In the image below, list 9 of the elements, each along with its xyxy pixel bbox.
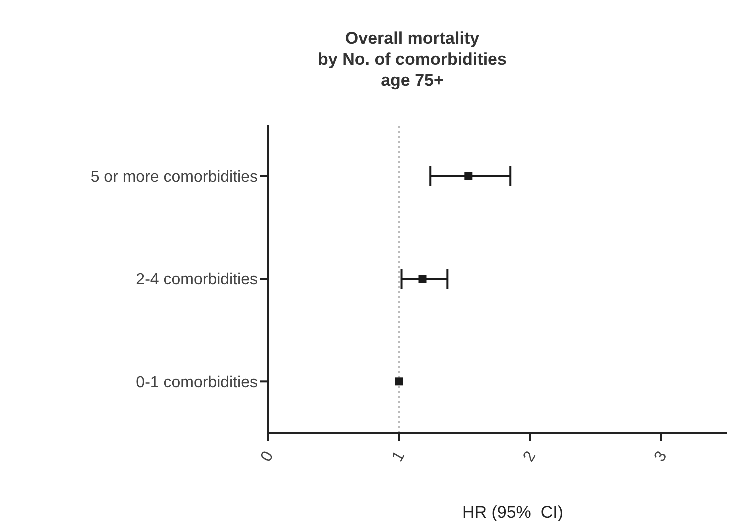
x-tick-label: 1 bbox=[389, 448, 409, 465]
y-tick-label: 2-4 comorbidities bbox=[136, 272, 258, 289]
chart-title: Overall mortality by No. of comorbidities age 75+ bbox=[318, 28, 507, 91]
y-tick-label: 0-1 comorbidities bbox=[136, 374, 258, 392]
y-tick-label: 5 or more comorbidities bbox=[90, 169, 258, 186]
x-tick-label: 0 bbox=[258, 448, 278, 465]
x-tick-label: 3 bbox=[652, 448, 671, 465]
x-axis-title: HR (95% CI) bbox=[461, 503, 565, 523]
x-tick-label: 2 bbox=[520, 448, 540, 465]
